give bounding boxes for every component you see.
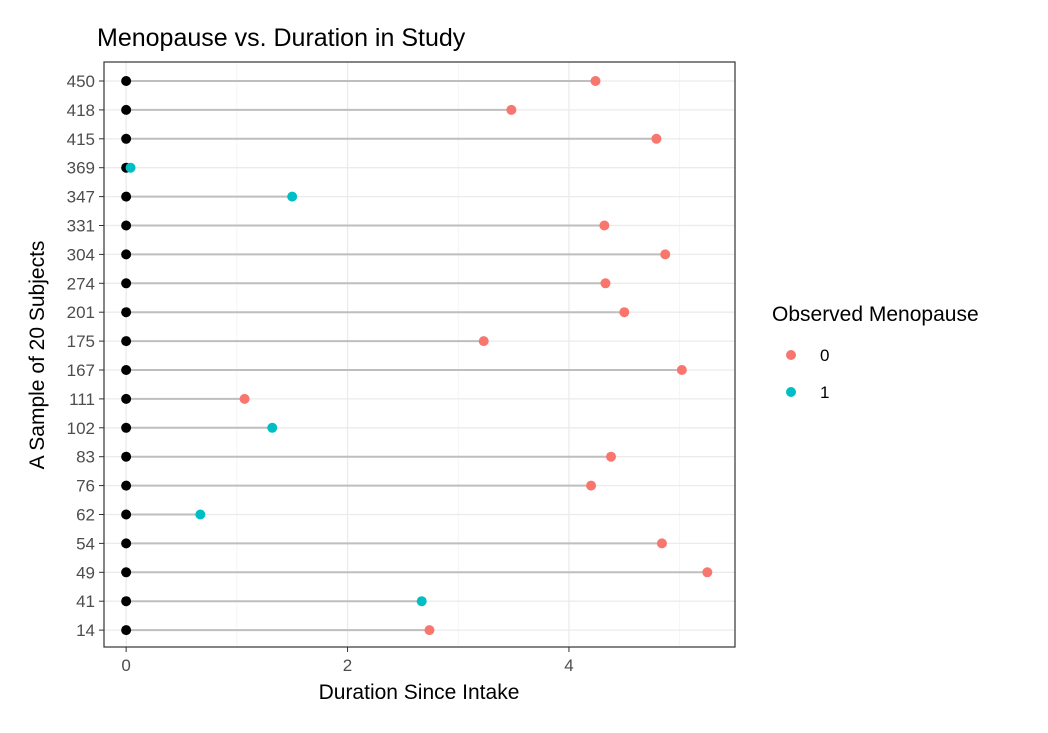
y-axis: 450 418 415 369 347 331 304 274 201 175 167 111 102 8… — [67, 72, 104, 640]
x-axis-title: Duration Since Intake — [319, 681, 520, 704]
y-tick-label: 274 — [67, 274, 95, 293]
end-point — [416, 596, 427, 607]
start-point — [121, 567, 132, 578]
y-tick-label: 175 — [67, 332, 95, 351]
x-tick-label: 2 — [343, 656, 352, 675]
start-point — [121, 104, 132, 115]
end-point — [195, 509, 206, 520]
y-tick-label: 41 — [76, 592, 95, 611]
start-point — [121, 307, 132, 318]
end-point — [125, 162, 136, 173]
y-tick-label: 83 — [76, 448, 95, 467]
end-point — [424, 625, 435, 636]
y-tick-label: 54 — [76, 534, 95, 553]
end-point — [619, 307, 630, 318]
start-point — [121, 278, 132, 289]
y-tick-label: 62 — [76, 506, 95, 525]
end-point — [600, 278, 611, 289]
start-point — [121, 393, 132, 404]
end-point — [506, 104, 517, 115]
y-tick-label: 102 — [67, 419, 95, 438]
end-point — [239, 393, 250, 404]
start-point — [121, 365, 132, 375]
end-point — [651, 133, 662, 144]
plot-panel-background — [104, 62, 735, 647]
start-point-layer — [121, 76, 132, 636]
start-point — [121, 220, 132, 231]
start-point — [121, 480, 132, 491]
end-point — [660, 249, 671, 260]
y-axis-title: A Sample of 20 Subjects — [26, 241, 49, 470]
chart-title: Menopause vs. Duration in Study — [97, 24, 466, 52]
x-tick-label: 4 — [564, 656, 573, 675]
start-point — [121, 76, 132, 86]
y-tick-label: 418 — [67, 101, 95, 120]
end-point — [702, 567, 713, 578]
start-point — [121, 249, 132, 260]
y-tick-label: 369 — [67, 159, 95, 178]
end-point — [599, 220, 610, 231]
y-tick-label: 111 — [69, 390, 95, 409]
x-tick-label: 0 — [121, 656, 130, 675]
start-point — [121, 451, 132, 462]
y-tick-label: 201 — [67, 303, 95, 322]
y-tick-label: 167 — [67, 361, 95, 380]
legend-entries: 01 — [786, 346, 829, 402]
start-point — [121, 509, 132, 520]
legend-label: 0 — [820, 346, 829, 365]
legend-title: Observed Menopause — [772, 303, 979, 326]
plot-panel-border — [103, 61, 736, 648]
end-point — [267, 422, 278, 433]
end-point — [606, 451, 617, 462]
y-tick-label: 331 — [67, 217, 95, 236]
segment-layer — [126, 80, 708, 632]
start-point — [121, 538, 132, 549]
y-tick-label: 415 — [67, 130, 95, 149]
end-point — [478, 336, 489, 347]
start-point — [121, 422, 132, 433]
legend-key — [786, 387, 796, 397]
end-point — [656, 538, 667, 549]
y-tick-label: 347 — [67, 188, 95, 207]
legend-key — [786, 350, 796, 360]
x-axis: 0 2 4 — [121, 647, 574, 675]
end-point-layer — [125, 76, 713, 636]
start-point — [121, 336, 132, 347]
end-point — [676, 365, 687, 375]
start-point — [121, 191, 132, 202]
y-tick-label: 304 — [67, 245, 95, 264]
end-point — [590, 76, 601, 86]
y-tick-label: 450 — [67, 72, 95, 91]
y-tick-label: 49 — [76, 563, 95, 582]
legend-label: 1 — [820, 383, 829, 402]
end-point — [287, 191, 298, 202]
start-point — [121, 133, 132, 144]
start-point — [121, 625, 132, 636]
end-point — [586, 480, 597, 491]
start-point — [121, 596, 132, 607]
legend: Observed Menopause 01 — [772, 303, 979, 402]
y-tick-label: 76 — [76, 477, 95, 496]
y-tick-label: 14 — [76, 621, 95, 640]
